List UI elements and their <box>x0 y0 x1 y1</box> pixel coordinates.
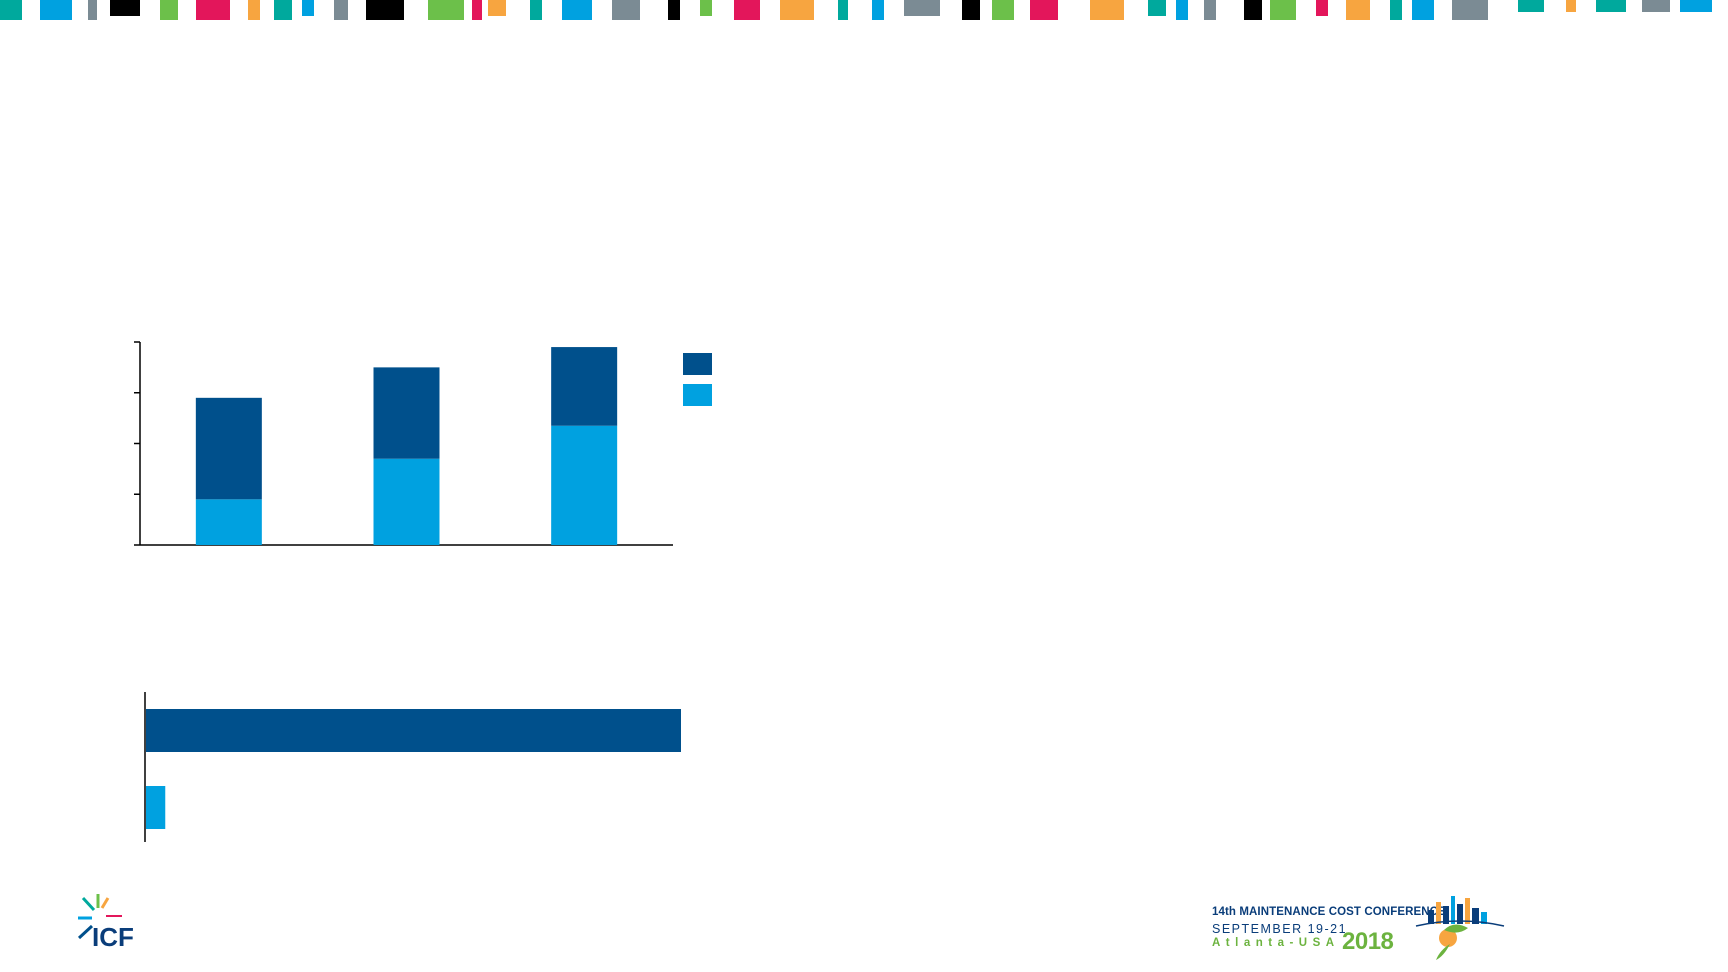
strip-block <box>668 0 680 20</box>
bar-segment-upper <box>195 397 262 500</box>
strip-block <box>904 0 940 16</box>
strip-block <box>428 0 464 20</box>
strip-block <box>488 0 506 16</box>
strip-block <box>334 0 348 20</box>
strip-block <box>366 0 404 20</box>
strip-block <box>302 0 314 16</box>
strip-block <box>872 0 884 20</box>
strip-block <box>1596 0 1626 12</box>
strip-block <box>1566 0 1576 12</box>
stacked-bar-chart <box>134 341 712 546</box>
bar-segment-lower <box>195 499 262 545</box>
conference-title: 14th MAINTENANCE COST CONFERENCE <box>1212 906 1446 918</box>
strip-block <box>1680 0 1712 12</box>
strip-block <box>1204 0 1216 20</box>
strip-block <box>110 0 140 16</box>
strip-block <box>0 0 22 20</box>
conference-logo: 14th MAINTENANCE COST CONFERENCE SEPTEMB… <box>1200 890 1510 970</box>
strip-block <box>734 0 760 20</box>
strip-block <box>1030 0 1058 20</box>
strip-block <box>700 0 712 16</box>
icf-burst-icon <box>77 894 122 940</box>
strip-block <box>1244 0 1262 20</box>
strip-block <box>1148 0 1166 16</box>
strip-block <box>530 0 542 20</box>
legend-swatch <box>683 353 712 375</box>
bar-segment-lower <box>551 425 618 545</box>
strip-block <box>1346 0 1370 20</box>
strip-block <box>1176 0 1188 20</box>
bar <box>146 786 166 829</box>
strip-block <box>160 0 178 20</box>
atlanta-skyline-icon <box>1415 896 1505 960</box>
strip-block <box>562 0 592 20</box>
conference-year: 2018 <box>1342 928 1394 955</box>
bar-segment-upper <box>373 367 440 459</box>
bar-segment-lower <box>373 458 440 545</box>
decorative-color-strip <box>0 0 1712 20</box>
conference-dates: SEPTEMBER 19-21 <box>1212 922 1348 936</box>
legend-swatch <box>683 384 712 406</box>
strip-block <box>612 0 640 20</box>
icf-logo: ICF <box>70 880 170 960</box>
strip-block <box>780 0 814 20</box>
strip-block <box>196 0 230 20</box>
strip-block <box>88 0 97 20</box>
strip-block <box>962 0 980 20</box>
icf-logo-text: ICF <box>92 922 134 952</box>
strip-block <box>274 0 292 20</box>
strip-block <box>1642 0 1670 12</box>
strip-block <box>1090 0 1124 20</box>
horizontal-bar-chart <box>144 692 681 842</box>
conference-location: Atlanta-USA <box>1212 937 1340 949</box>
bar-segment-upper <box>551 347 618 426</box>
strip-block <box>1390 0 1402 20</box>
bar <box>146 709 681 752</box>
strip-block <box>1412 0 1434 20</box>
strip-block <box>1452 0 1488 20</box>
strip-block <box>1316 0 1328 16</box>
strip-block <box>838 0 848 20</box>
strip-block <box>40 0 72 20</box>
strip-block <box>1270 0 1296 20</box>
strip-block <box>1518 0 1544 12</box>
strip-block <box>248 0 260 20</box>
strip-block <box>992 0 1014 20</box>
strip-block <box>472 0 482 20</box>
